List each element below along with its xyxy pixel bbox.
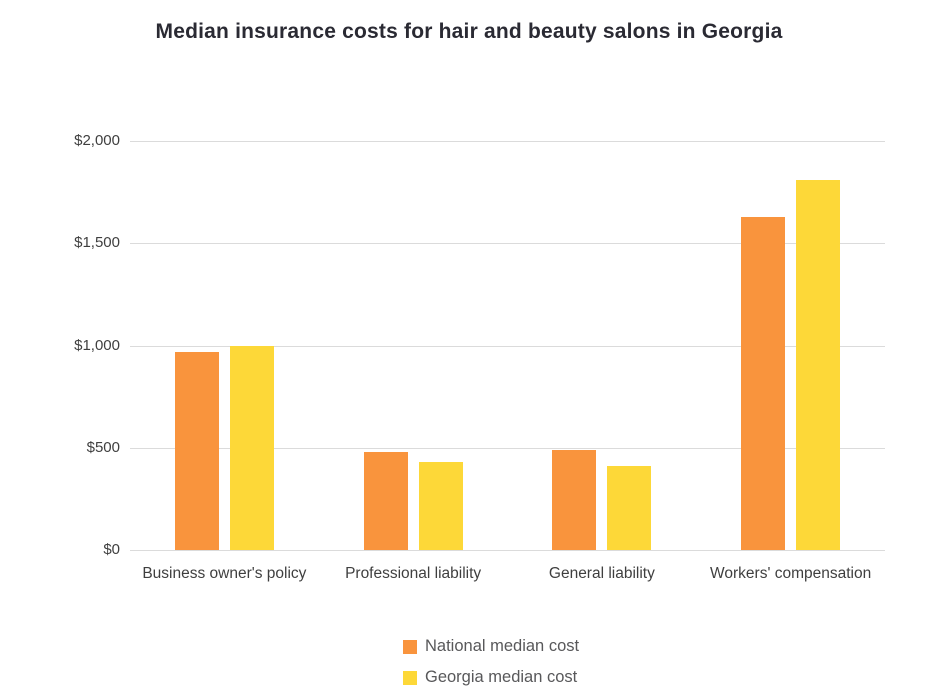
bar-georgia-median-cost <box>229 345 274 550</box>
x-axis-category-label: Business owner's policy <box>142 565 307 582</box>
x-axis-category-label: General liability <box>548 565 655 582</box>
bar-national-median-cost <box>741 216 786 550</box>
legend-color-swatch <box>403 670 417 685</box>
bar-georgia-median-cost <box>418 462 463 550</box>
gridline <box>130 447 885 449</box>
gridline <box>130 550 885 551</box>
legend-label: National median cost <box>425 637 580 655</box>
legend-label: Georgia median cost <box>425 668 578 686</box>
bar-national-median-cost <box>552 449 597 550</box>
bar-georgia-median-cost <box>607 466 652 550</box>
chart-title: Median insurance costs for hair and beau… <box>155 20 783 43</box>
bar-national-median-cost <box>363 451 408 550</box>
legend: National median cost Georgia median cost <box>403 637 579 688</box>
x-axis-category-label: Professional liability <box>345 565 482 582</box>
bar-national-median-cost <box>174 351 219 550</box>
y-axis-tick-label: $1,000 <box>74 336 120 354</box>
y-axis-tick-label: $2,000 <box>74 132 120 149</box>
y-axis-tick-label: $1,500 <box>74 234 120 252</box>
legend-color-swatch <box>403 639 417 654</box>
gridline <box>130 141 885 142</box>
y-axis-tick-label: $0 <box>103 541 120 558</box>
bar-georgia-median-cost <box>796 179 841 550</box>
y-axis-tick-label: $500 <box>86 438 120 456</box>
legend-item: National median cost <box>403 637 579 656</box>
legend-item: Georgia median cost <box>403 668 579 687</box>
x-axis-category-label: Workers' compensation <box>710 565 872 582</box>
gridline <box>130 345 885 347</box>
gridline <box>130 243 885 245</box>
